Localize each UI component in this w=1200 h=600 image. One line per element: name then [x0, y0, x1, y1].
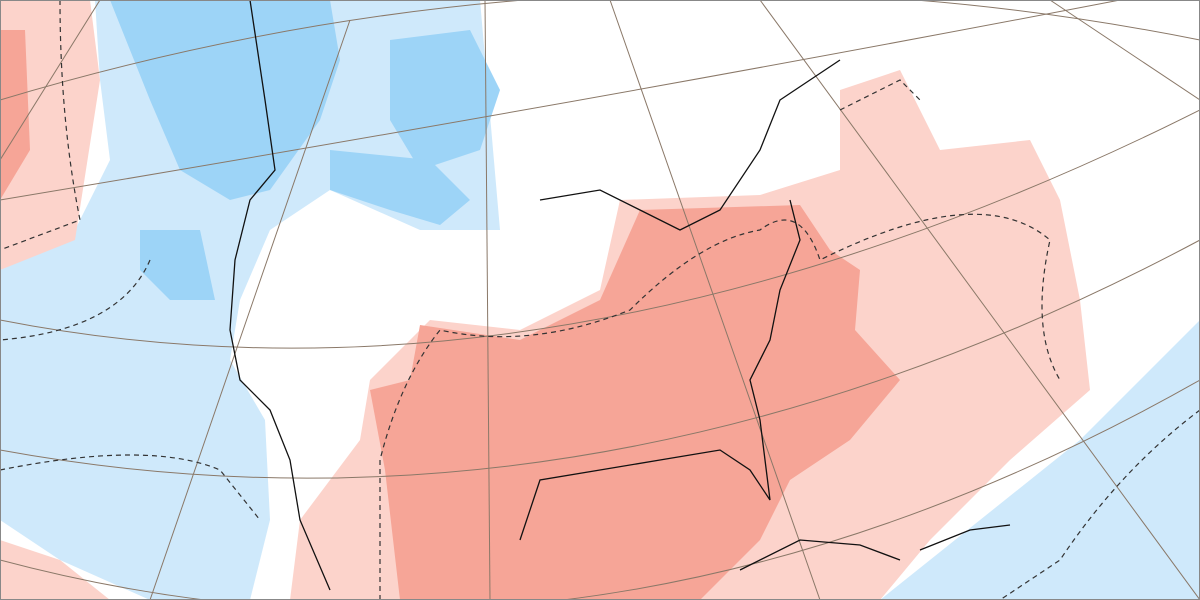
meridian — [609, 0, 821, 600]
parallel — [0, 239, 1200, 479]
cool-anomaly-strong — [110, 0, 340, 200]
coastline — [229, 0, 331, 591]
contour — [839, 79, 921, 111]
warm-anomaly-strong — [370, 205, 900, 600]
cool-anomaly-light — [0, 0, 500, 600]
parallel — [0, 0, 1200, 101]
meridian — [149, 19, 351, 600]
meridian — [1049, 0, 1200, 101]
contour — [0, 0, 81, 251]
cool-anomaly-strong — [330, 150, 470, 225]
coastline — [919, 524, 1011, 551]
contour — [0, 454, 261, 521]
coastline — [539, 59, 841, 231]
cool-anomaly-strong — [390, 30, 500, 170]
warm-anomaly-light — [0, 540, 110, 600]
parallel — [0, 379, 1200, 600]
cool-anomaly-strong — [140, 230, 215, 300]
contour — [999, 409, 1200, 600]
parallel — [0, 0, 1121, 201]
meridian — [484, 0, 491, 600]
contour — [379, 213, 1061, 600]
parallel — [0, 109, 1200, 349]
meridian — [759, 0, 1200, 600]
warm-anomaly-strong — [0, 30, 30, 200]
coastline — [739, 539, 901, 571]
coastline — [519, 199, 801, 541]
meridian — [0, 0, 101, 161]
cool-anomaly-light — [880, 320, 1200, 600]
